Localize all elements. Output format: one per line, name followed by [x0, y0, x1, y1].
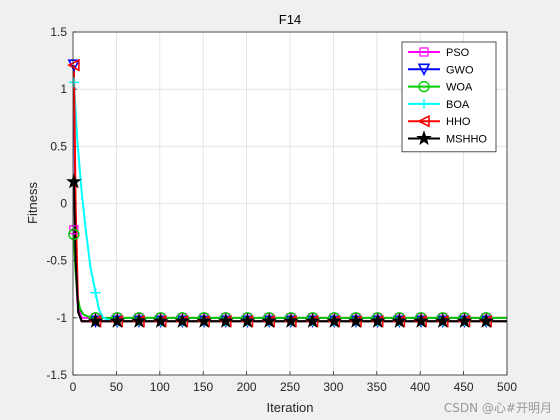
y-tick-label: -1: [56, 311, 67, 325]
legend-marker-woa: [418, 80, 430, 93]
marker-mshho: [413, 313, 429, 328]
x-tick-label: 200: [237, 380, 257, 394]
x-tick-label: 100: [150, 380, 170, 394]
marker-mshho: [131, 313, 147, 328]
marker-mshho: [87, 313, 104, 328]
marker-mshho: [109, 313, 126, 328]
marker-mshho: [217, 313, 234, 328]
legend-box: [401, 41, 497, 153]
legend-label-pso: PSO: [446, 47, 470, 59]
legend-marker-gwo: [417, 63, 431, 77]
axis-ticks: 0 50 100 150 200 250 300 350 400 450 500 -1.5 -1 -0.5…: [46, 25, 517, 394]
x-axis-label: Iteration: [267, 400, 314, 415]
legend-marker-pso: [419, 47, 429, 57]
watermark: CSDN @心#开明月: [443, 401, 552, 415]
x-tick-label: 50: [110, 380, 124, 394]
marker-mshho: [434, 313, 451, 328]
marker-mshho: [174, 313, 191, 328]
marker-pso: [69, 225, 79, 235]
y-tick-label: -0.5: [46, 254, 67, 268]
x-tick-label: 0: [70, 380, 77, 394]
y-tick-label: 0: [60, 197, 67, 211]
chart-title: F14: [279, 12, 301, 27]
marker-woa: [68, 228, 80, 241]
marker-mshho: [348, 313, 364, 328]
marker-hho: [67, 58, 80, 72]
marker-boa: [90, 287, 101, 298]
marker-mshho: [304, 313, 321, 328]
x-tick-label: 400: [410, 380, 430, 394]
legend-label-woa: WOA: [446, 82, 473, 94]
legend-marker-hho: [417, 114, 430, 128]
y-axis-label: Fitness: [25, 182, 40, 224]
y-tick-label: 1: [60, 82, 67, 96]
x-tick-label: 500: [497, 380, 517, 394]
legend-label-hho: HHO: [446, 116, 471, 128]
marker-mshho: [478, 313, 494, 328]
marker-mshho: [66, 173, 82, 189]
marker-mshho: [239, 313, 256, 328]
legend-label-mshho: MSHHO: [446, 134, 487, 146]
legend-marker-mshho: [416, 130, 432, 146]
marker-gwo: [67, 59, 81, 72]
marker-mshho: [391, 313, 408, 328]
marker-mshho: [152, 313, 169, 328]
legend: PSO GWO WOA BOA HHO MSHHO: [401, 41, 497, 153]
series-markers: [66, 58, 494, 329]
marker-mshho: [326, 313, 343, 328]
marker-mshho: [283, 313, 299, 328]
x-tick-label: 350: [367, 380, 387, 394]
legend-marker-boa: [419, 98, 429, 109]
x-tick-label: 450: [454, 380, 474, 394]
legend-label-boa: BOA: [446, 99, 470, 111]
series-line-boa: [72, 82, 507, 323]
marker-mshho: [456, 313, 473, 328]
y-tick-label: 0.5: [50, 139, 67, 153]
x-tick-label: 250: [280, 380, 300, 394]
marker-mshho: [369, 313, 386, 328]
y-tick-label: 1.5: [50, 25, 67, 39]
legend-label-gwo: GWO: [446, 64, 474, 76]
marker-boa: [68, 77, 79, 88]
x-tick-label: 150: [193, 380, 213, 394]
marker-mshho: [261, 313, 277, 328]
x-tick-label: 300: [323, 380, 343, 394]
axes-box: [72, 31, 508, 376]
y-tick-label: -1.5: [46, 368, 67, 382]
marker-mshho: [196, 313, 212, 328]
